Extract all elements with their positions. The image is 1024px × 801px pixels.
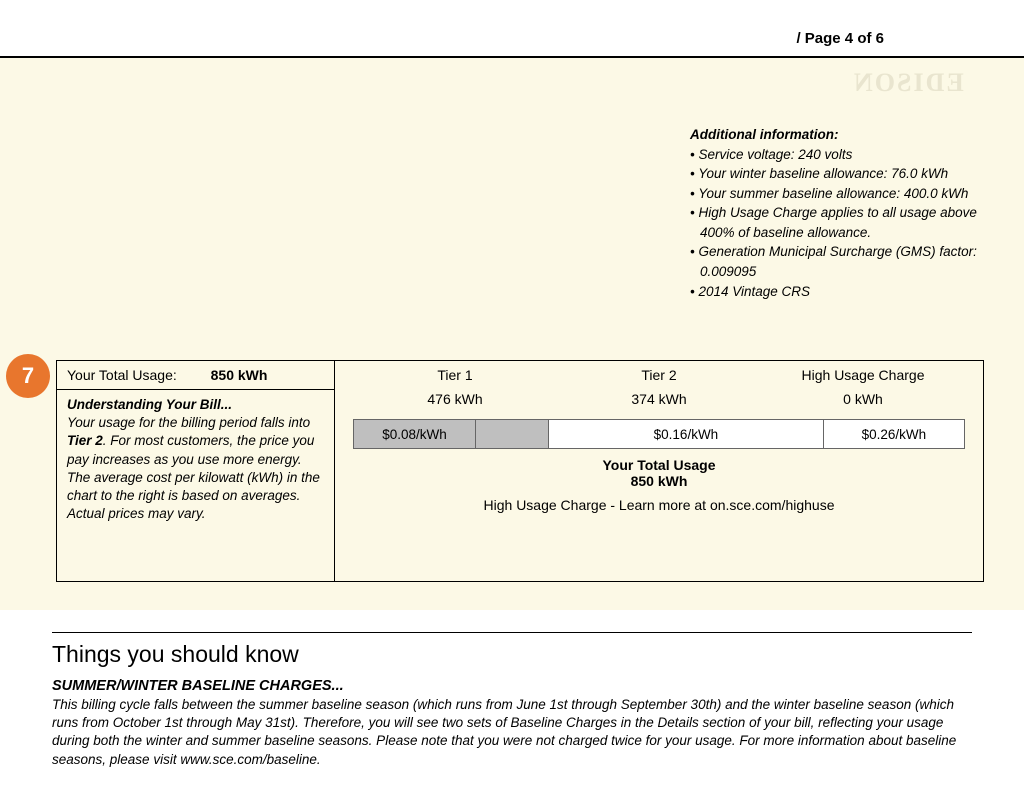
addl-info-item: Your summer baseline allowance: 400.0 kW…	[690, 184, 980, 204]
rate-segment: $0.08/kWh	[354, 420, 476, 448]
understanding-tier: Tier 2	[67, 433, 103, 448]
callout-badge-7: 7	[6, 354, 50, 398]
understanding-body-pre: Your usage for the billing period falls …	[67, 415, 310, 430]
high-usage-note: High Usage Charge - Learn more at on.sce…	[353, 497, 965, 513]
addl-info-item: 2014 Vintage CRS	[690, 282, 980, 302]
section-divider	[52, 632, 972, 633]
page-indicator: / Page 4 of 6	[796, 30, 884, 47]
baseline-subtitle: SUMMER/WINTER BASELINE CHARGES...	[52, 678, 972, 694]
understanding-body-post: . For most customers, the price you pay …	[67, 433, 320, 521]
baseline-body: This billing cycle falls between the sum…	[52, 696, 972, 769]
summary-value: 850 kWh	[353, 473, 965, 489]
understanding-title: Understanding Your Bill...	[67, 396, 324, 414]
total-usage-label: Your Total Usage:	[67, 367, 177, 383]
things-heading: Things you should know	[52, 641, 972, 668]
rate-segment	[476, 420, 549, 448]
tier-header: High Usage Charge	[761, 367, 965, 383]
watermark-logo: EDISON	[852, 68, 964, 98]
rate-segment: $0.16/kWh	[549, 420, 824, 448]
tier-value: 476 kWh	[353, 391, 557, 407]
tier-header: Tier 2	[557, 367, 761, 383]
addl-info-item: Service voltage: 240 volts	[690, 145, 980, 165]
usage-panel: Your Total Usage: 850 kWh Understanding …	[56, 360, 984, 582]
tier-value: 0 kWh	[761, 391, 965, 407]
tier-header: Tier 1	[353, 367, 557, 383]
additional-info-header: Additional information:	[690, 125, 980, 145]
tier-value: 374 kWh	[557, 391, 761, 407]
additional-info-block: Additional information: Service voltage:…	[690, 125, 980, 301]
addl-info-item: High Usage Charge applies to all usage a…	[690, 203, 980, 242]
rate-bar: $0.08/kWh $0.16/kWh$0.26/kWh	[353, 419, 965, 449]
summary-title: Your Total Usage	[353, 457, 965, 473]
addl-info-item: Generation Municipal Surcharge (GMS) fac…	[690, 242, 980, 281]
total-usage-value: 850 kWh	[211, 367, 268, 383]
addl-info-item: Your winter baseline allowance: 76.0 kWh	[690, 164, 980, 184]
rate-segment: $0.26/kWh	[824, 420, 964, 448]
